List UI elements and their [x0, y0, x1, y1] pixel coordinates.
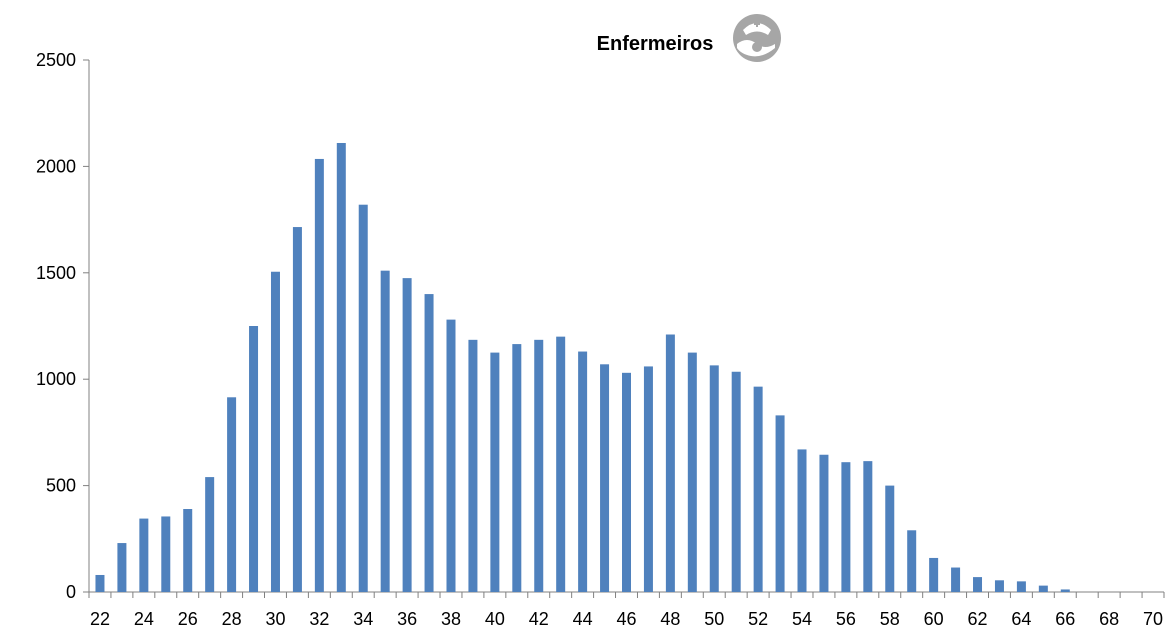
bar-age-30	[270, 271, 280, 592]
bar-age-37	[424, 294, 434, 592]
bar-age-31	[292, 227, 302, 593]
x-tick-label: 32	[309, 609, 329, 629]
bar-age-49	[687, 352, 697, 592]
bar-age-56	[841, 462, 851, 592]
x-tick-label: 26	[178, 609, 198, 629]
bar-age-32	[314, 158, 324, 592]
bar-age-51	[731, 371, 741, 592]
bar-age-29	[249, 326, 259, 592]
x-axis: 22 24 26 28 30 32 34 36 38 40 42 44 46 48 50 52 54 56 58 60…	[88, 591, 1165, 629]
bar-age-59	[907, 530, 917, 592]
bar-age-46	[622, 372, 631, 592]
bar-age-43	[556, 336, 566, 592]
x-tick-label: 66	[1055, 609, 1075, 629]
bar-age-34	[358, 204, 368, 592]
bar-age-54	[797, 449, 807, 592]
bar-age-64	[1016, 581, 1026, 592]
x-tick-label: 28	[222, 609, 242, 629]
x-tick-label: 58	[880, 609, 900, 629]
y-tick-label: 0	[66, 582, 76, 602]
x-tick-label: 70	[1143, 609, 1163, 629]
bar-age-36	[402, 278, 412, 592]
bar-age-61	[951, 567, 961, 592]
x-tick-label: 46	[616, 609, 636, 629]
bar-age-38	[446, 319, 456, 592]
x-tick-label: 62	[968, 609, 988, 629]
x-tick-label: 54	[792, 609, 812, 629]
bar-age-47	[643, 366, 653, 592]
bar-age-35	[380, 270, 390, 592]
nurse-icon	[733, 14, 781, 62]
x-tick-label: 42	[529, 609, 549, 629]
bar-age-48	[665, 334, 675, 592]
x-tick-label: 36	[397, 609, 417, 629]
bar-age-41	[512, 344, 522, 592]
y-tick-label: 2000	[36, 156, 76, 176]
bar-age-65	[1038, 585, 1048, 592]
y-tick-label: 1500	[36, 263, 76, 283]
bar-age-55	[819, 454, 829, 592]
x-tick-label: 52	[748, 609, 768, 629]
bars	[95, 142, 1070, 593]
y-tick-label: 1000	[36, 369, 76, 389]
x-tick-label: 60	[924, 609, 944, 629]
bar-age-45	[600, 364, 610, 592]
y-tick-label: 2500	[36, 50, 76, 70]
bar-age-53	[775, 415, 785, 592]
bar-age-66	[1060, 589, 1070, 592]
bar-age-42	[534, 339, 544, 592]
x-tick-label: 64	[1011, 609, 1031, 629]
x-tick-label: 40	[485, 609, 505, 629]
bar-age-22	[95, 574, 105, 592]
x-tick-label: 48	[660, 609, 680, 629]
bar-age-50	[709, 365, 719, 592]
bar-age-58	[885, 485, 895, 592]
bar-age-44	[578, 351, 588, 592]
x-tick-label: 68	[1099, 609, 1119, 629]
chart-title: Enfermeiros	[597, 33, 714, 55]
bar-age-39	[468, 339, 478, 592]
bar-age-60	[929, 557, 939, 592]
bar-age-28	[227, 397, 237, 592]
x-tick-label: 34	[353, 609, 373, 629]
bar-age-62	[973, 577, 983, 592]
y-tick-label: 500	[46, 476, 76, 496]
bar-age-26	[183, 509, 193, 592]
x-tick-label: 38	[441, 609, 461, 629]
bar-age-52	[753, 386, 763, 592]
x-tick-label: 30	[265, 609, 285, 629]
x-tick-label: 22	[90, 609, 110, 629]
x-tick-label: 44	[573, 609, 593, 629]
bar-age-25	[161, 516, 171, 592]
x-tick-label: 56	[836, 609, 856, 629]
y-axis: 0 500 1000 1500 2000 2500	[36, 50, 90, 602]
bar-age-40	[490, 352, 500, 592]
x-tick-label: 24	[134, 609, 154, 629]
bar-age-57	[863, 461, 873, 592]
bar-age-27	[205, 477, 215, 592]
bar-age-23	[117, 543, 127, 592]
bar-age-33	[336, 142, 346, 593]
bar-age-24	[139, 518, 149, 592]
x-tick-label: 50	[704, 609, 724, 629]
bar-age-63	[994, 580, 1004, 592]
